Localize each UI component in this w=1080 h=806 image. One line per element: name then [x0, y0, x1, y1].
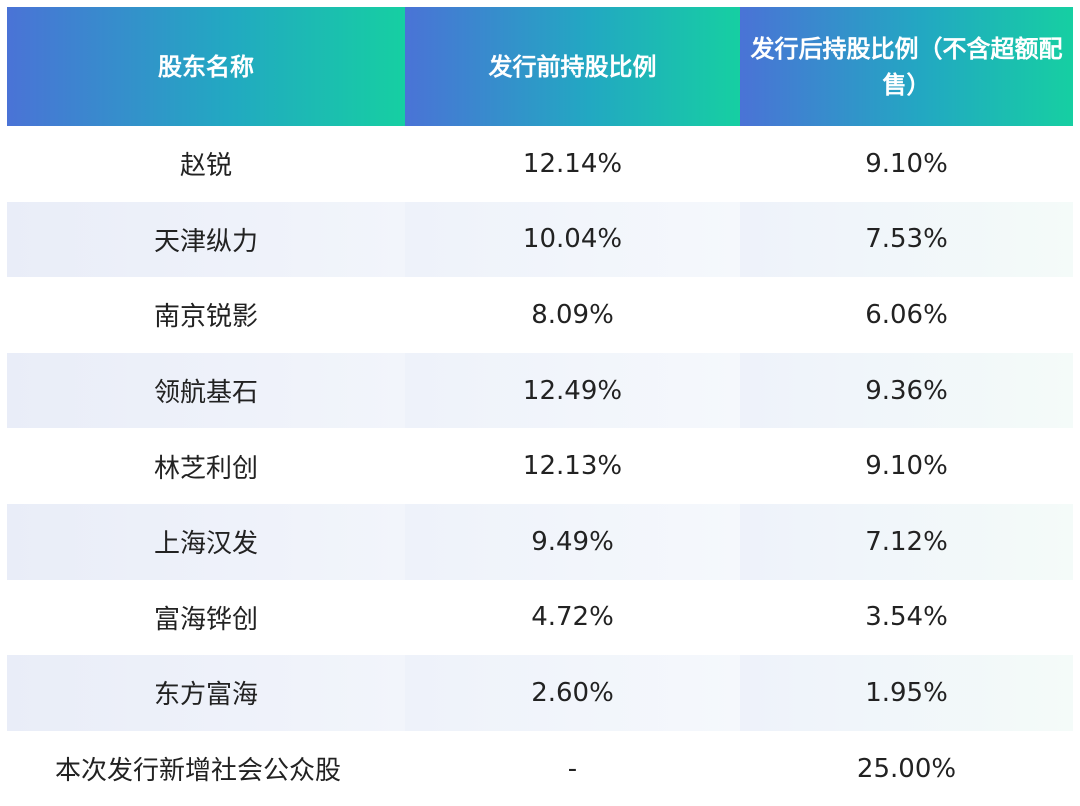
cell-after: 3.54%	[865, 602, 948, 633]
cell-after: 1.95%	[740, 655, 1073, 731]
cell-after: 7.53%	[740, 201, 1073, 278]
cell-before: 4.72%	[531, 602, 614, 633]
table-row: 东方富海 2.60% 1.95%	[7, 655, 1073, 731]
cell-before: 8.09%	[531, 299, 614, 330]
cell-name: 领航基石	[7, 352, 405, 429]
table-header: 股东名称 发行前持股比例 发行后持股比例（不含超额配售）	[7, 7, 1073, 126]
cell-name: 赵锐	[179, 151, 232, 182]
cell-after: 6.06%	[865, 299, 948, 330]
cell-before: 12.14%	[522, 148, 623, 179]
cell-after: 9.10%	[865, 148, 948, 179]
cell-name: 南京锐影	[153, 302, 258, 333]
table-row: 本次发行新增社会公众股 - 25.00%	[7, 731, 1073, 806]
cell-name: 富海铧创	[153, 604, 258, 635]
shareholding-table: 股东名称 发行前持股比例 发行后持股比例（不含超额配售） 赵锐 12.14% 9…	[7, 7, 1073, 806]
table-row: 天津纵力 10.04% 7.53%	[7, 201, 1073, 278]
cell-after: 9.10%	[865, 451, 948, 482]
cell-name: 上海汉发	[7, 503, 405, 580]
cell-after: 25.00%	[856, 753, 957, 784]
table-row: 上海汉发 9.49% 7.12%	[7, 503, 1073, 580]
cell-before: 12.13%	[522, 451, 623, 482]
header-before-issuance: 发行前持股比例	[405, 7, 740, 126]
cell-before: 10.04%	[405, 201, 740, 278]
cell-after: 7.12%	[740, 503, 1073, 580]
cell-before: 2.60%	[405, 655, 740, 731]
cell-name: 东方富海	[7, 655, 405, 731]
cell-name: 林芝利创	[153, 453, 258, 484]
cell-before: -	[567, 753, 578, 784]
cell-before: 12.49%	[405, 352, 740, 429]
table-row: 赵锐 12.14% 9.10%	[7, 126, 1073, 202]
cell-name: 本次发行新增社会公众股	[55, 756, 342, 787]
header-shareholder-name: 股东名称	[7, 7, 405, 126]
cell-after: 9.36%	[740, 352, 1073, 429]
table-row: 林芝利创 12.13% 9.10%	[7, 428, 1073, 504]
table-row: 南京锐影 8.09% 6.06%	[7, 277, 1073, 353]
table-row: 领航基石 12.49% 9.36%	[7, 352, 1073, 429]
header-after-issuance: 发行后持股比例（不含超额配售）	[740, 7, 1073, 126]
cell-before: 9.49%	[405, 503, 740, 580]
cell-name: 天津纵力	[7, 201, 405, 278]
table-row: 富海铧创 4.72% 3.54%	[7, 580, 1073, 656]
